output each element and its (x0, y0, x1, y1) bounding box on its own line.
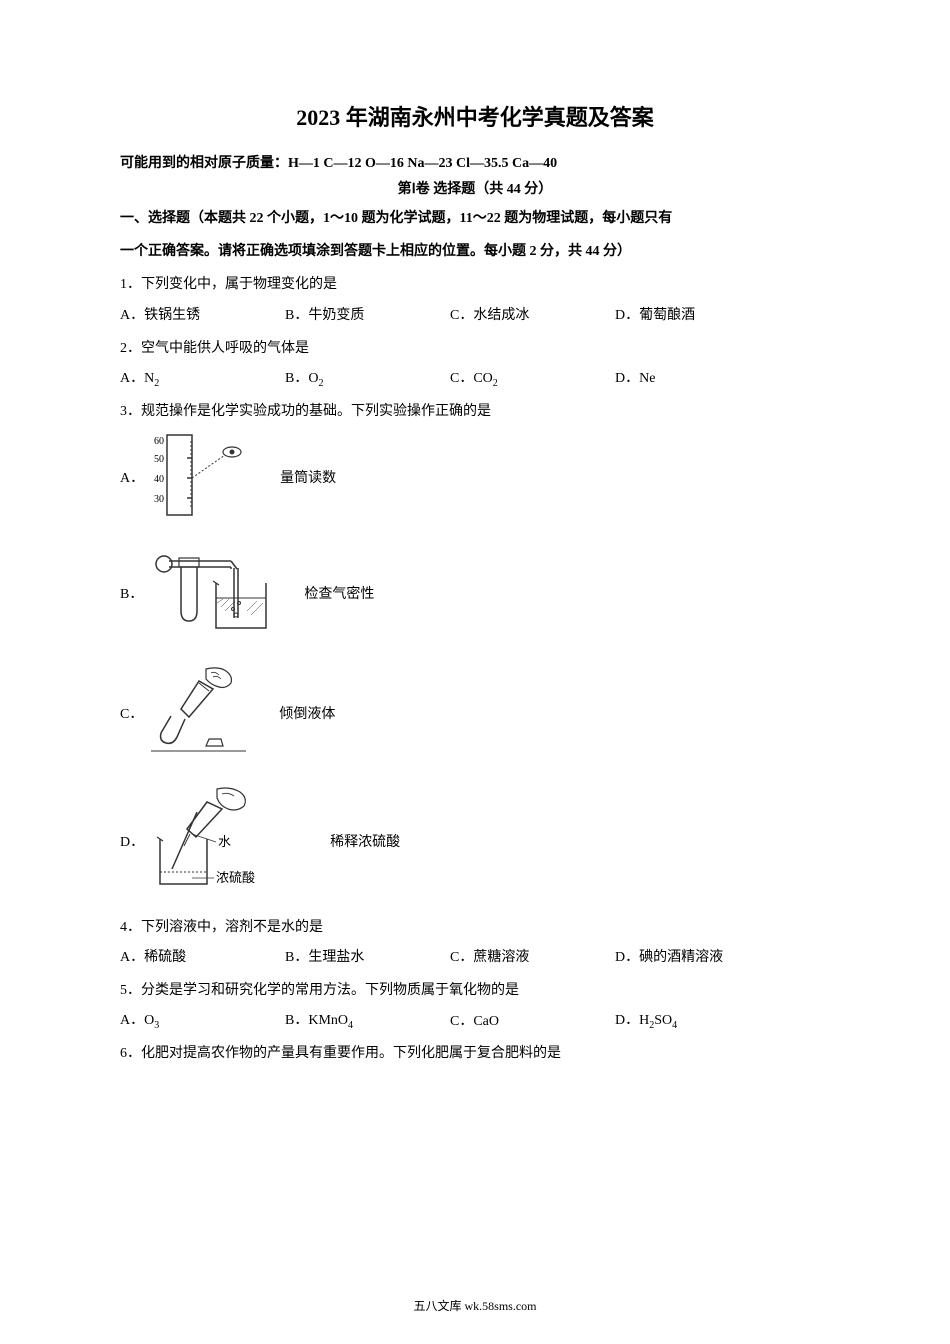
q2-opt-c: C．CO2 (450, 366, 615, 393)
q2-a-pre: A．N (120, 371, 154, 386)
q3-b-letter: B． (120, 583, 143, 603)
q5-a-sub: 3 (154, 1020, 159, 1031)
q5-b-sub: 4 (348, 1020, 353, 1031)
atomic-mass-line: 可能用到的相对原子质量：H—1 C—12 O—16 Na—23 Cl—35.5 … (120, 152, 830, 172)
q5-d-pre: D． (615, 1013, 639, 1028)
q2-text: 2．空气中能供人呼吸的气体是 (120, 336, 830, 363)
q5-opt-c: C．CaO (450, 1009, 615, 1036)
q6-text: 6．化肥对提高农作物的产量具有重要作用。下列化肥属于复合肥料的是 (120, 1041, 830, 1068)
q5-d-h: H (639, 1013, 649, 1028)
q2-opt-a: A．N2 (120, 366, 285, 393)
q5-d-sub2: 4 (672, 1020, 677, 1031)
q1-opt-d: D．葡萄酿酒 (615, 303, 780, 330)
q3-opt-a: A． 60 50 40 30 (120, 430, 830, 525)
page-title: 2023 年湖南永州中考化学真题及答案 (120, 100, 830, 132)
q3-c-label: 倾倒液体 (279, 703, 335, 723)
q3-a-label: 量筒读数 (280, 467, 336, 487)
cyl-60: 60 (154, 436, 164, 447)
q4-opt-c: C．蔗糖溶液 (450, 945, 615, 972)
q5-opt-a: A．O3 (120, 1008, 285, 1035)
q5-a-o: O (144, 1013, 154, 1028)
q4-opt-d: D．碘的酒精溶液 (615, 945, 780, 972)
cyl-40: 40 (154, 474, 164, 485)
q3-b-label: 检查气密性 (304, 583, 374, 603)
q1-text: 1．下列变化中，属于物理变化的是 (120, 272, 830, 299)
q3-d-letter: D． (120, 831, 144, 851)
q2-options: A．N2 B．O2 C．CO2 D．Ne (120, 366, 830, 393)
q2-b-pre: B．O (285, 371, 318, 386)
q1-opt-a: A．铁锅生锈 (120, 303, 285, 330)
q5-b-formula: KMnO (308, 1013, 348, 1028)
q4-options: A．稀硫酸 B．生理盐水 C．蔗糖溶液 D．碘的酒精溶液 (120, 945, 830, 972)
section-header: 第Ⅰ卷 选择题（共 44 分） (120, 178, 830, 198)
q3-d-acid-label: 浓硫酸 (216, 870, 255, 885)
q3-opt-c: C． 倾倒液体 (120, 661, 830, 766)
q5-opt-d: D．H2SO4 (615, 1008, 780, 1035)
q5-options: A．O3 B．KMnO4 C．CaO D．H2SO4 (120, 1008, 830, 1035)
q5-a-pre: A． (120, 1013, 144, 1028)
q5-text: 5．分类是学习和研究化学的常用方法。下列物质属于氧化物的是 (120, 978, 830, 1005)
q3-d-water-label: 水 (218, 834, 231, 849)
q5-b-pre: B． (285, 1013, 308, 1028)
q1-options: A．铁锅生锈 B．牛奶变质 C．水结成冰 D．葡萄酿酒 (120, 303, 830, 330)
q2-a-sub: 2 (154, 378, 159, 389)
q2-c-pre: C．CO (450, 371, 493, 386)
q2-c-sub: 2 (493, 378, 498, 389)
q5-d-so: SO (654, 1013, 672, 1028)
q3-c-letter: C． (120, 703, 143, 723)
q3-a-diagram: 60 50 40 30 (152, 430, 262, 525)
q3-opt-d: D． 水 浓硫酸 稀释浓硫酸 (120, 784, 830, 899)
q4-text: 4．下列溶液中，溶剂不是水的是 (120, 915, 830, 942)
instructions-line-2: 一个正确答案。请将正确选项填涂到答题卡上相应的位置。每小题 2 分，共 44 分… (120, 239, 830, 264)
q2-opt-b: B．O2 (285, 366, 450, 393)
q4-opt-b: B．生理盐水 (285, 945, 450, 972)
instructions-line-1: 一、选择题（本题共 22 个小题，1～10 题为化学试题，11～22 题为物理试… (120, 206, 830, 231)
q4-opt-a: A．稀硫酸 (120, 945, 285, 972)
q3-text: 3．规范操作是化学实验成功的基础。下列实验操作正确的是 (120, 399, 830, 426)
q3-a-letter: A． (120, 467, 144, 487)
q5-opt-b: B．KMnO4 (285, 1008, 450, 1035)
q1-opt-b: B．牛奶变质 (285, 303, 450, 330)
q2-b-sub: 2 (318, 378, 323, 389)
cyl-30: 30 (154, 494, 164, 505)
q3-opt-b: B． (120, 543, 830, 643)
q1-opt-c: C．水结成冰 (450, 303, 615, 330)
q3-c-diagram (151, 661, 261, 766)
q3-d-diagram: 水 浓硫酸 (152, 784, 312, 899)
page-footer: 五八文库 wk.58sms.com (0, 1297, 950, 1314)
q3-b-diagram (151, 543, 286, 643)
q2-opt-d: D．Ne (615, 366, 780, 393)
q3-d-label: 稀释浓硫酸 (330, 831, 400, 851)
cyl-50: 50 (154, 454, 164, 465)
